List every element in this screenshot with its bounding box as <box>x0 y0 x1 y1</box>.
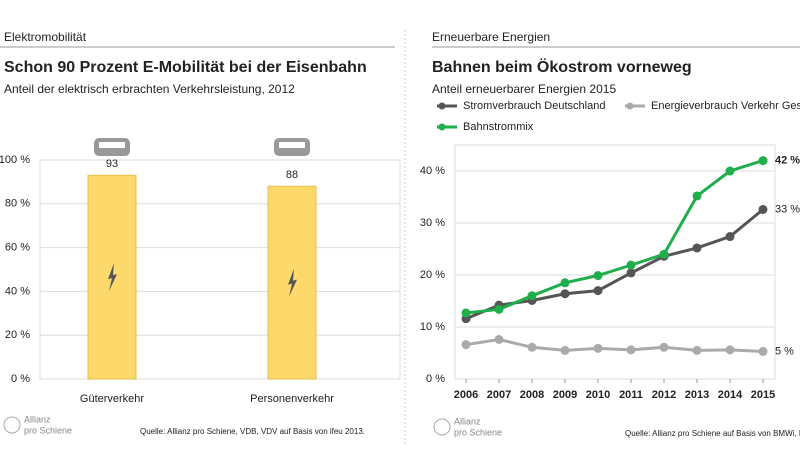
logo-text: Allianz <box>24 414 51 424</box>
point <box>593 286 603 296</box>
chart-subtitle: Anteil erneuerbarer Energien 2015 <box>432 82 616 96</box>
point <box>692 243 702 253</box>
logo: Allianz pro Schiene <box>3 414 72 435</box>
point <box>626 260 636 270</box>
point <box>560 289 570 299</box>
source: Quelle: Allianz pro Schiene auf Basis vo… <box>625 429 800 438</box>
point <box>758 346 768 356</box>
point <box>494 334 504 344</box>
logo-icon <box>433 418 451 436</box>
point <box>527 342 537 352</box>
chart-subtitle: Anteil der elektrisch erbrachten Verkehr… <box>4 82 295 96</box>
section-label: Elektromobilität <box>4 30 87 44</box>
y-tick-label: 30 % <box>420 217 445 229</box>
logo: Allianz pro Schiene <box>433 416 502 437</box>
value-label: 42 % <box>775 155 800 167</box>
point <box>461 308 471 318</box>
point <box>527 291 537 301</box>
y-tick-label: 20 % <box>5 329 30 341</box>
x-tick-label: 2011 <box>619 389 643 401</box>
x-tick-label: 2008 <box>520 389 544 401</box>
x-tick-label: 2006 <box>454 389 478 401</box>
point <box>626 268 636 278</box>
legend-marker <box>626 102 634 110</box>
series-line <box>465 337 764 353</box>
point <box>725 345 735 355</box>
point <box>560 345 570 355</box>
point <box>626 345 636 355</box>
train-window <box>279 142 305 148</box>
legend-marker <box>438 123 446 131</box>
x-tick-label: Personenverkehr <box>250 393 334 405</box>
x-tick-label: 2007 <box>487 389 511 401</box>
y-tick-label: 0 % <box>426 373 445 385</box>
legend-label: Stromverbrauch Deutschland <box>463 100 605 112</box>
x-tick-label: 2014 <box>718 389 743 401</box>
value-label: 93 <box>106 158 118 170</box>
point <box>758 204 768 214</box>
y-tick-label: 10 % <box>420 321 445 333</box>
legend-marker <box>438 102 446 110</box>
y-tick-label: 80 % <box>5 198 30 210</box>
legend-label: Bahnstrommix <box>463 121 534 133</box>
point <box>494 304 504 314</box>
y-tick-label: 40 % <box>5 285 30 297</box>
x-tick-label: 2013 <box>685 389 709 401</box>
point <box>692 345 702 355</box>
logo-icon <box>3 416 21 434</box>
lightning-icon <box>108 263 117 292</box>
y-tick-label: 40 % <box>420 165 445 177</box>
x-tick-label: Güterverkehr <box>80 393 145 405</box>
chart-title: Bahnen beim Ökostrom vorneweg <box>432 57 692 76</box>
x-tick-label: 2012 <box>652 389 676 401</box>
lightning-icon <box>288 268 297 297</box>
logo-text: pro Schiene <box>454 427 502 437</box>
y-tick-label: 0 % <box>11 373 30 385</box>
point <box>593 271 603 281</box>
point <box>659 342 669 352</box>
value-label: 5 % <box>775 345 794 357</box>
y-tick-label: 60 % <box>5 242 30 254</box>
x-tick-label: 2010 <box>586 389 610 401</box>
point <box>725 232 735 242</box>
chart-title: Schon 90 Prozent E-Mobilität bei der Eis… <box>4 59 367 76</box>
x-tick-label: 2009 <box>553 389 577 401</box>
logo-text: pro Schiene <box>24 425 72 435</box>
point <box>725 166 735 176</box>
logo-text: Allianz <box>454 416 481 426</box>
point <box>560 278 570 288</box>
train-window <box>99 142 125 148</box>
y-tick-label: 100 % <box>0 154 30 166</box>
point <box>758 156 768 166</box>
value-label: 33 % <box>775 203 800 215</box>
section-label: Erneuerbare Energien <box>432 30 550 44</box>
x-tick-label: 2015 <box>751 389 775 401</box>
value-label: 88 <box>286 169 298 181</box>
point <box>692 191 702 201</box>
point <box>659 249 669 259</box>
point <box>461 340 471 350</box>
legend-label: Energieverbrauch Verkehr Gesamt <box>651 100 800 112</box>
y-tick-label: 20 % <box>420 269 445 281</box>
point <box>593 343 603 353</box>
series-line <box>465 159 764 315</box>
source: Quelle: Allianz pro Schiene, VDB, VDV au… <box>140 427 365 436</box>
